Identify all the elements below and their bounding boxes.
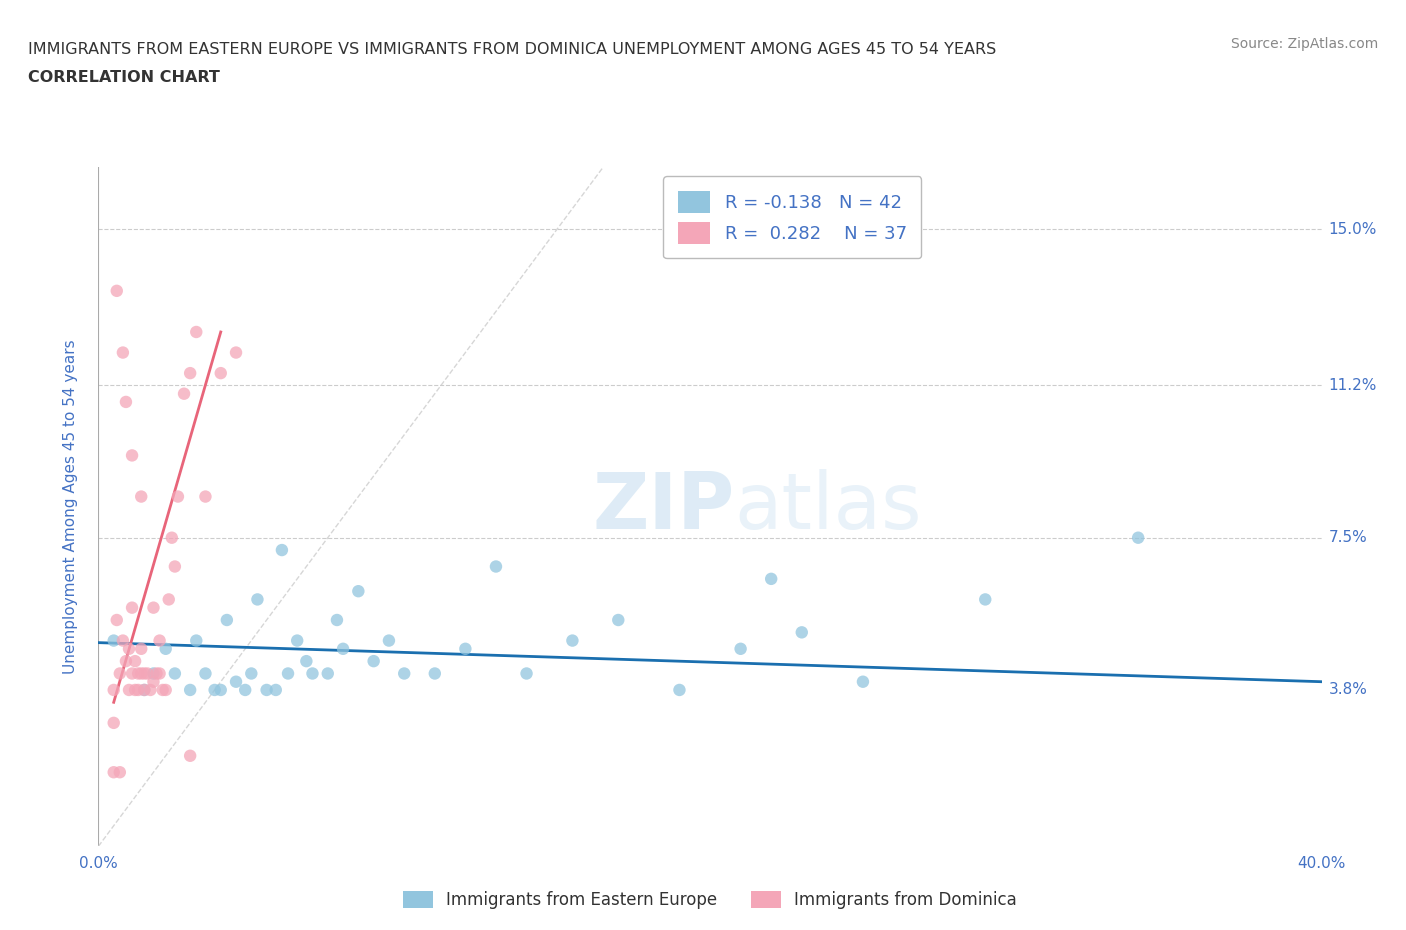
Point bbox=[127, 666, 149, 681]
Point bbox=[167, 489, 190, 504]
Point bbox=[129, 489, 152, 504]
Point bbox=[105, 613, 128, 628]
Point bbox=[134, 683, 156, 698]
Point bbox=[134, 666, 156, 681]
Point bbox=[103, 633, 125, 648]
Point bbox=[1128, 530, 1150, 545]
Point bbox=[124, 654, 146, 669]
Point bbox=[121, 666, 143, 681]
Point bbox=[142, 674, 165, 689]
Point bbox=[485, 559, 508, 574]
Point bbox=[152, 683, 174, 698]
Point bbox=[145, 666, 167, 681]
Point bbox=[301, 666, 323, 681]
Point bbox=[240, 666, 263, 681]
Text: 15.0%: 15.0% bbox=[1329, 221, 1376, 236]
Point bbox=[347, 584, 370, 599]
Point bbox=[423, 666, 446, 681]
Point bbox=[134, 683, 156, 698]
Point bbox=[204, 683, 226, 698]
Point bbox=[454, 642, 477, 657]
Text: 3.8%: 3.8% bbox=[1329, 683, 1368, 698]
Point bbox=[136, 666, 159, 681]
Text: 11.2%: 11.2% bbox=[1329, 378, 1376, 393]
Point bbox=[246, 592, 269, 607]
Point bbox=[115, 654, 138, 669]
Y-axis label: Unemployment Among Ages 45 to 54 years: Unemployment Among Ages 45 to 54 years bbox=[63, 339, 77, 674]
Point bbox=[277, 666, 299, 681]
Point bbox=[332, 642, 354, 657]
Point bbox=[111, 633, 134, 648]
Point bbox=[209, 683, 232, 698]
Point bbox=[194, 489, 217, 504]
Point bbox=[186, 633, 208, 648]
Point bbox=[103, 683, 125, 698]
Point bbox=[149, 633, 172, 648]
Point bbox=[264, 683, 287, 698]
Point bbox=[561, 633, 583, 648]
Point bbox=[129, 666, 152, 681]
Point bbox=[163, 666, 186, 681]
Point bbox=[194, 666, 217, 681]
Point bbox=[163, 559, 186, 574]
Point bbox=[607, 613, 630, 628]
Text: 7.5%: 7.5% bbox=[1329, 530, 1368, 545]
Text: atlas: atlas bbox=[734, 469, 922, 545]
Point bbox=[139, 683, 162, 698]
Point bbox=[363, 654, 385, 669]
Point bbox=[233, 683, 256, 698]
Point bbox=[326, 613, 349, 628]
Point bbox=[149, 666, 172, 681]
Point bbox=[852, 674, 875, 689]
Text: ZIP: ZIP bbox=[592, 469, 734, 545]
Point bbox=[155, 642, 177, 657]
Point bbox=[121, 600, 143, 615]
Point bbox=[295, 654, 318, 669]
Text: CORRELATION CHART: CORRELATION CHART bbox=[28, 70, 219, 85]
Point bbox=[270, 542, 292, 557]
Point bbox=[392, 666, 416, 681]
Point bbox=[127, 683, 149, 698]
Point bbox=[121, 448, 143, 463]
Point bbox=[215, 613, 238, 628]
Point bbox=[173, 386, 195, 401]
Point bbox=[129, 642, 152, 657]
Point bbox=[316, 666, 339, 681]
Point bbox=[759, 571, 782, 586]
Point bbox=[790, 625, 813, 640]
Point bbox=[108, 764, 131, 779]
Point bbox=[209, 365, 232, 380]
Point bbox=[225, 345, 247, 360]
Point bbox=[225, 674, 247, 689]
Text: Source: ZipAtlas.com: Source: ZipAtlas.com bbox=[1230, 37, 1378, 51]
Legend: Immigrants from Eastern Europe, Immigrants from Dominica: Immigrants from Eastern Europe, Immigran… bbox=[396, 884, 1024, 916]
Point bbox=[378, 633, 401, 648]
Point bbox=[124, 683, 146, 698]
Point bbox=[179, 749, 201, 764]
Point bbox=[142, 666, 165, 681]
Point bbox=[516, 666, 538, 681]
Point bbox=[668, 683, 690, 698]
Point bbox=[155, 683, 177, 698]
Point bbox=[118, 683, 141, 698]
Point bbox=[103, 764, 125, 779]
Point bbox=[111, 345, 134, 360]
Point bbox=[186, 325, 208, 339]
Point bbox=[285, 633, 308, 648]
Point bbox=[108, 666, 131, 681]
Point bbox=[118, 642, 141, 657]
Point bbox=[142, 600, 165, 615]
Point bbox=[105, 284, 128, 299]
Point bbox=[730, 642, 752, 657]
Point bbox=[256, 683, 278, 698]
Point bbox=[115, 394, 138, 409]
Point bbox=[157, 592, 180, 607]
Point bbox=[179, 683, 201, 698]
Point bbox=[103, 715, 125, 730]
Point bbox=[179, 365, 201, 380]
Text: IMMIGRANTS FROM EASTERN EUROPE VS IMMIGRANTS FROM DOMINICA UNEMPLOYMENT AMONG AG: IMMIGRANTS FROM EASTERN EUROPE VS IMMIGR… bbox=[28, 42, 997, 57]
Point bbox=[160, 530, 183, 545]
Point bbox=[974, 592, 997, 607]
